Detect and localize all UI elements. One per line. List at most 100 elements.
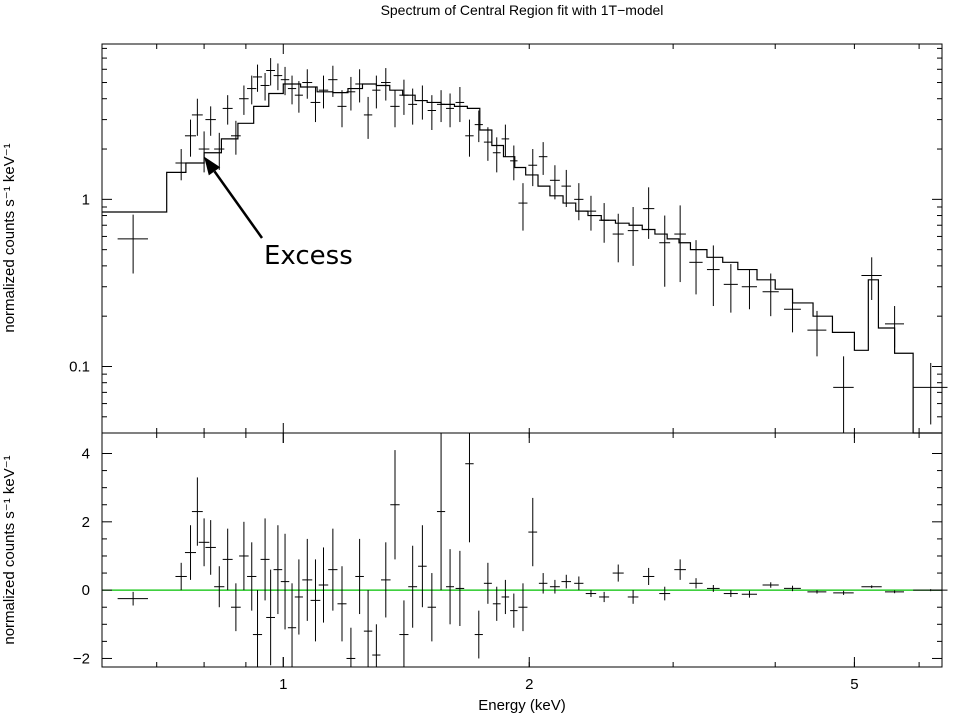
residual-point	[328, 528, 338, 611]
data-point	[642, 187, 655, 239]
residual-point	[337, 566, 347, 642]
residual-point	[266, 569, 276, 666]
residual-point	[205, 520, 216, 575]
data-point	[492, 137, 501, 173]
residual-point	[390, 450, 400, 560]
residual-point	[399, 600, 409, 667]
data-point	[399, 79, 409, 115]
data-point	[483, 127, 492, 161]
data-point	[184, 119, 197, 157]
data-point	[689, 240, 703, 295]
data-point	[427, 95, 437, 130]
y-tick-label: 0.1	[69, 358, 90, 375]
y-tick-label: −2	[73, 650, 90, 667]
residual-point	[117, 591, 148, 606]
data-point	[337, 90, 347, 128]
data-point	[408, 88, 418, 125]
residual-point	[252, 590, 263, 667]
data-point	[659, 215, 671, 287]
data-point	[501, 124, 510, 157]
excess-label: Excess	[264, 241, 353, 271]
residual-point	[538, 573, 548, 594]
data-point	[706, 245, 720, 307]
residual-point	[372, 624, 381, 667]
data-point	[205, 106, 216, 136]
residual-point	[346, 627, 356, 667]
data-point	[252, 64, 263, 92]
data-point	[260, 73, 270, 101]
top-y-axis-label: normalized counts s⁻¹ keV⁻¹	[1, 143, 18, 332]
residual-point	[247, 542, 257, 611]
residual-point	[418, 525, 427, 608]
residual-point	[310, 559, 321, 642]
data-point	[783, 291, 801, 333]
bottom-panel: 1 2 5 −2 0 2 4 normalized counts s⁻¹ keV⁻¹ Ene…	[1, 432, 948, 714]
residual-point	[501, 579, 510, 615]
data-point	[198, 131, 210, 173]
data-point	[266, 58, 276, 86]
residual-point	[549, 579, 560, 594]
data-point	[833, 356, 854, 433]
data-point	[280, 66, 290, 96]
residual-point	[184, 525, 197, 580]
data-point	[574, 183, 584, 221]
data-point	[612, 213, 624, 263]
residual-point	[706, 585, 720, 592]
residual-point	[659, 586, 671, 601]
data-point	[723, 264, 738, 313]
data-point	[465, 119, 474, 157]
data-point	[674, 205, 686, 283]
y-tick-label: 2	[82, 514, 90, 531]
x-axis-label: Energy (keV)	[478, 697, 566, 714]
residual-point	[287, 583, 297, 667]
residual-point	[492, 586, 501, 621]
residual-point	[294, 559, 303, 635]
data-point	[273, 63, 283, 91]
residual-point	[642, 567, 655, 586]
data-point	[294, 81, 303, 113]
data-point	[528, 149, 538, 187]
x-tick-label: 2	[525, 676, 533, 693]
residual-point	[465, 433, 474, 543]
residual-point	[528, 497, 538, 567]
residual-point	[807, 590, 827, 594]
residual-point	[689, 578, 703, 589]
residual-point	[302, 538, 313, 621]
model-step-line	[102, 83, 942, 434]
residual-point	[260, 518, 270, 601]
residual-point	[214, 566, 225, 608]
data-point	[585, 195, 597, 231]
bottom-panel-content	[102, 433, 948, 667]
data-point	[510, 145, 518, 181]
residual-point	[483, 562, 492, 604]
bottom-panel-ticks: 1 2 5 −2 0 2 4	[73, 433, 942, 693]
residual-point	[574, 576, 584, 591]
y-tick-label: 0	[82, 582, 90, 599]
residual-point	[175, 562, 187, 591]
data-point	[380, 68, 391, 101]
data-point	[302, 69, 313, 99]
residual-point	[273, 525, 283, 615]
data-point	[117, 214, 148, 274]
residual-point	[198, 518, 210, 567]
residual-point	[510, 593, 518, 628]
residual-point	[674, 559, 686, 580]
data-point	[230, 120, 241, 155]
data-point	[191, 98, 203, 136]
bottom-panel-frame	[101, 432, 943, 668]
data-point	[310, 87, 321, 123]
residual-point	[741, 590, 758, 598]
annotation-arrow-head	[204, 156, 221, 176]
x-tick-label: 1	[279, 676, 287, 693]
top-panel-content	[102, 58, 948, 434]
data-point	[239, 85, 249, 115]
residual-point	[884, 590, 904, 594]
data-point	[861, 257, 882, 300]
data-point	[446, 93, 455, 128]
x-tick-label: 5	[850, 676, 858, 693]
residual-point	[455, 550, 465, 627]
data-point	[436, 90, 446, 123]
y-tick-label: 1	[82, 191, 90, 208]
residual-point	[380, 542, 391, 618]
